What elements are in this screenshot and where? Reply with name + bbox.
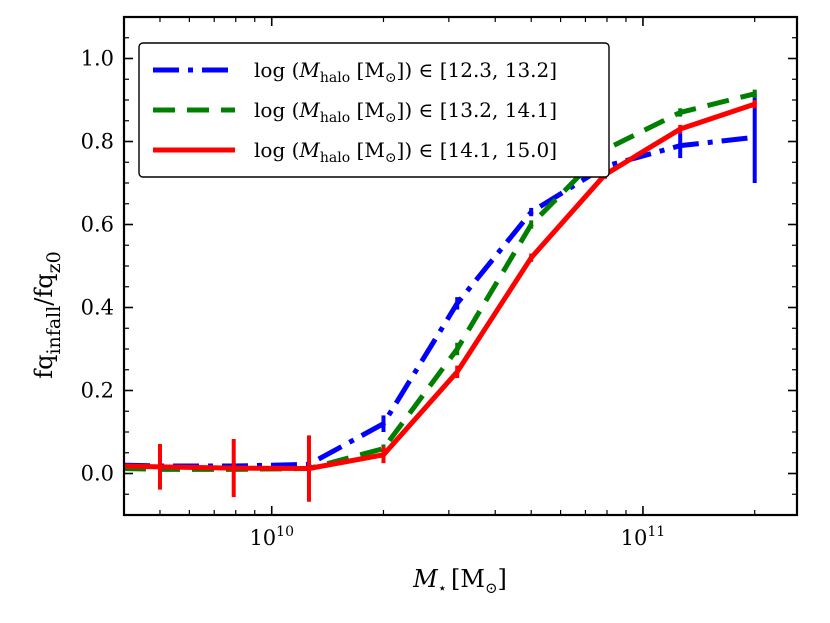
svg-text:fqinfall/fqz0: fqinfall/fqz0 xyxy=(30,251,65,379)
svg-text:M⋆[M⊙]: M⋆ [M⊙] xyxy=(412,565,507,597)
y-tick-label: 0.8 xyxy=(81,130,114,154)
series-line-3 xyxy=(124,101,756,472)
legend-label-2: log (Mhalo [M⊙]) ∈ [13.2, 14.1] xyxy=(254,98,557,126)
x-tick-label: 1010 xyxy=(249,524,294,550)
y-tick-label: 1.0 xyxy=(81,47,114,71)
series-line-1 xyxy=(124,134,755,469)
axes: 0.0 0.2 0.4 0.6 0.8 1.0 1010 1011 xyxy=(81,15,799,550)
legend: log (Mhalo [M⊙]) ∈ [12.3, 13.2] log (Mhal… xyxy=(138,42,610,178)
legend-label-1: log (Mhalo [M⊙]) ∈ [12.3, 13.2] xyxy=(254,58,557,86)
y-tick-label: 0.2 xyxy=(81,379,114,403)
y-tick-label: 0.4 xyxy=(81,296,114,320)
legend-box xyxy=(138,42,610,178)
y-tick-label: 0.6 xyxy=(81,213,114,237)
x-tick-label: 1011 xyxy=(621,524,666,550)
y-tick-label: 0.0 xyxy=(81,462,114,486)
x-axis-label: M⋆ [M⊙] xyxy=(412,565,507,597)
legend-label-3: log (Mhalo [M⊙]) ∈ [14.1, 15.0] xyxy=(254,138,557,166)
y-axis-label: fqinfall/fqz0 xyxy=(30,251,65,379)
plot-area xyxy=(124,89,757,502)
